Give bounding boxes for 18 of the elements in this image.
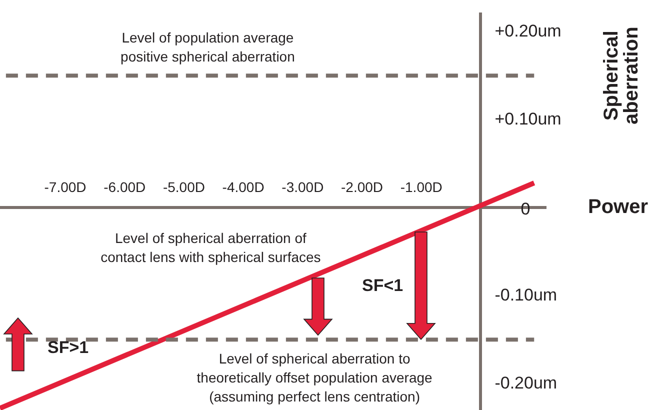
ref-line-label: Level of spherical aberration to theoretically offset population average (assuming perfect lens centration)	[196, 350, 433, 405]
x-tick-label: -3.00D	[282, 178, 324, 195]
series-label: Level of spherical aberration of contact lens with spherical surfaces	[100, 230, 321, 265]
x-tick-label: -1.00D	[400, 178, 442, 195]
x-tick-label: -7.00D	[44, 178, 86, 195]
y-tick-label: -0.20um	[494, 373, 558, 392]
annotation: SF<1	[362, 276, 404, 296]
ref-line-label: Level of population average positive spherical aberration	[120, 30, 295, 65]
y-axis-title: Spherical aberration	[600, 26, 643, 125]
x-tick-label: -6.00D	[104, 178, 146, 195]
y-tick-label: +0.20um	[494, 21, 562, 40]
x-tick-label: -4.00D	[222, 178, 264, 195]
x-axis-title: Power	[588, 196, 648, 218]
annotation: SF>1	[47, 338, 89, 357]
x-tick-label: -2.00D	[341, 178, 384, 195]
x-tick-label: -5.00D	[162, 178, 205, 195]
y-tick-label: -0.10um	[494, 285, 558, 304]
y-tick-label: +0.10um	[494, 109, 562, 128]
